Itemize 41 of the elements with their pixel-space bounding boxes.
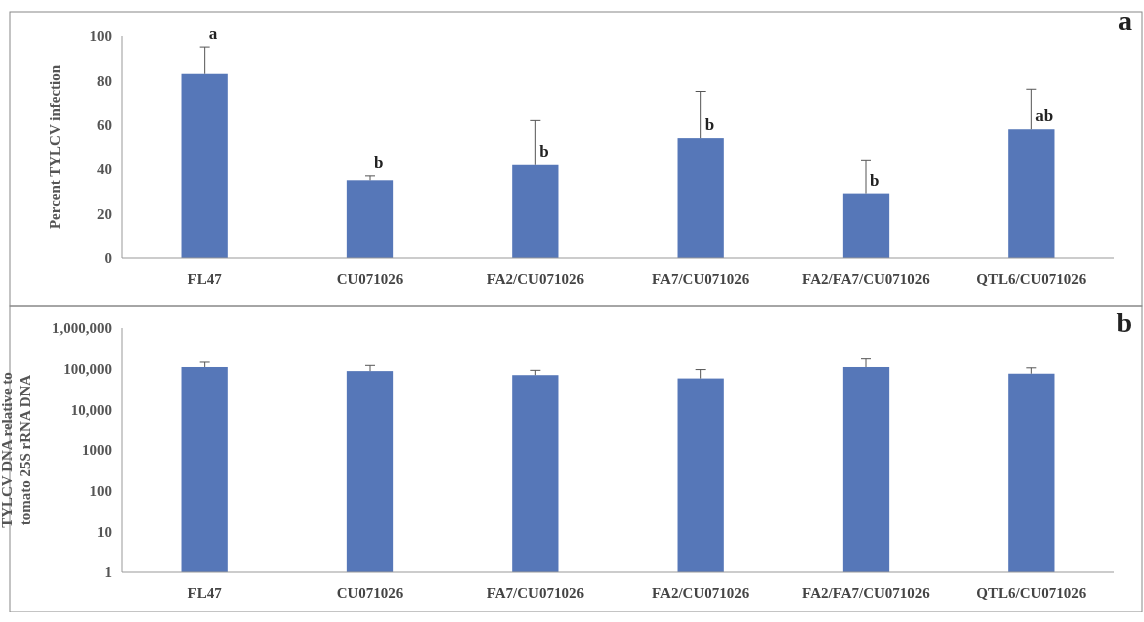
text: a [1118,5,1132,36]
bar [1008,129,1055,258]
annotation: b [539,141,549,161]
y-tick-label: 100 [89,28,112,45]
annotation: ab [1035,106,1054,126]
bar [181,73,228,258]
annotation: a [208,24,218,44]
y-tick-label: 1,000,000 [52,320,112,337]
bar [842,193,890,258]
y-tick-label: 10 [97,523,112,540]
y-tick-label: 0 [104,250,112,267]
x-tick-label: FA2/CU071026 [486,271,585,287]
y-axis-title: Percent TYLCV infection [47,64,63,230]
y-tick-label: 100 [89,482,112,499]
x-tick-label: QTL6/CU071026 [976,585,1087,601]
x-tick-label: FL47 [187,585,223,601]
y-tick-label: 1000 [82,442,112,459]
x-tick-label: CU071026 [336,271,404,287]
bar [677,138,724,258]
annotation: b [870,170,880,190]
text: b [1116,307,1132,338]
x-tick-label: FL47 [187,271,223,287]
y-tick-label: 10,000 [70,401,112,418]
y-tick-label: 1 [104,564,112,581]
x-tick-label: FA2/CU071026 [652,585,750,601]
y-tick-label: 100,000 [63,360,112,377]
annotation: b [704,115,715,135]
bar [512,164,559,258]
x-tick-label: FA2/FA7/CU071026 [802,585,931,601]
y-tick-label: 40 [97,161,112,178]
y-tick-label: 80 [97,72,112,89]
annotation: b [374,152,384,172]
y-axis-title: TYLCV DNA relative to tomato 25S rRNA DNA [0,372,33,528]
x-tick-label: QTL6/CU071026 [976,271,1087,287]
y-tick-label: 20 [97,205,112,222]
x-tick-label: CU071026 [336,585,404,601]
y-tick-label: 60 [97,117,112,134]
x-tick-label: FA2/FA7/CU071026 [802,271,931,287]
bar [346,180,394,258]
x-tick-label: FA7/CU071026 [486,585,585,601]
x-tick-label: FA7/CU071026 [652,271,750,287]
